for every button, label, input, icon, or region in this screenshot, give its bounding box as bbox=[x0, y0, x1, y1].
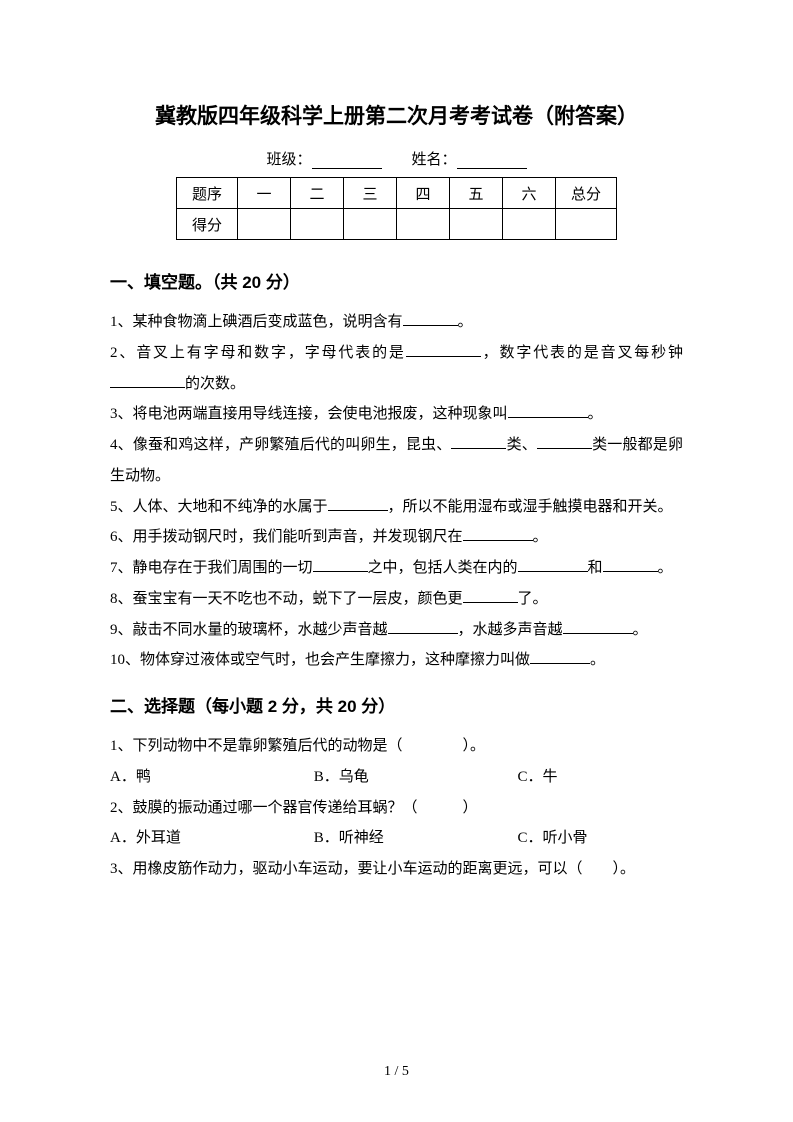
choice-q2: 2、鼓膜的振动通过哪一个器官传递给耳蜗？（ ） bbox=[110, 793, 683, 824]
fill-q2: 2、音叉上有字母和数字，字母代表的是 ，数字代表的是音叉每秒钟的次数。 bbox=[110, 338, 683, 400]
blank[interactable] bbox=[313, 557, 368, 572]
exam-page: 冀教版四年级科学上册第二次月考考试卷（附答案） 班级： 姓名： 题序 一 二 三… bbox=[0, 0, 793, 1122]
q-text: ，所以不能用湿布或湿手触摸电器和开关。 bbox=[388, 499, 673, 515]
q-text: ，水越多声音越 bbox=[458, 622, 563, 638]
choice-q2-options: A．外耳道 B．听神经 C．听小骨 bbox=[110, 823, 683, 854]
fill-q1: 1、某种食物滴上碘酒后变成蓝色，说明含有 。 bbox=[110, 307, 683, 338]
blank[interactable] bbox=[603, 557, 658, 572]
fill-q5: 5、人体、大地和不纯净的水属于 ，所以不能用湿布或湿手触摸电器和开关。 bbox=[110, 492, 683, 523]
choice-q1-options: A．鸭 B．乌龟 C．牛 bbox=[110, 762, 683, 793]
score-cell[interactable] bbox=[556, 209, 617, 240]
q-text: ，数字代表的是音叉每秒钟 bbox=[481, 345, 683, 361]
q-text: 。 bbox=[533, 529, 548, 545]
option-c[interactable]: C．牛 bbox=[518, 762, 658, 793]
section-heading-2: 二、选择题（每小题 2 分，共 20 分） bbox=[110, 692, 683, 717]
score-col: 五 bbox=[450, 178, 503, 209]
q-text: 5、人体、大地和不纯净的水属于 bbox=[110, 499, 328, 515]
q-text: 6、用手拨动钢尺时，我们能听到声音，并发现钢尺在 bbox=[110, 529, 463, 545]
score-row-head: 得分 bbox=[177, 209, 238, 240]
score-cell[interactable] bbox=[397, 209, 450, 240]
score-header: 题序 bbox=[177, 178, 238, 209]
class-blank[interactable] bbox=[312, 153, 382, 169]
fill-q9: 9、敲击不同水量的玻璃杯，水越少声音越 ，水越多声音越 。 bbox=[110, 615, 683, 646]
blank[interactable] bbox=[463, 588, 518, 603]
blank[interactable] bbox=[508, 403, 588, 418]
blank[interactable] bbox=[406, 342, 481, 357]
fill-q3: 3、将电池两端直接用导线连接，会使电池报废，这种现象叫 。 bbox=[110, 399, 683, 430]
q-text: 了。 bbox=[518, 591, 548, 607]
fill-q10: 10、物体穿过液体或空气时，也会产生摩擦力，这种摩擦力叫做 。 bbox=[110, 645, 683, 676]
name-blank[interactable] bbox=[457, 153, 527, 169]
q-text: 7、静电存在于我们周围的一切 bbox=[110, 560, 313, 576]
page-number: 1 / 5 bbox=[0, 1064, 793, 1080]
score-cell[interactable] bbox=[238, 209, 291, 240]
score-col: 三 bbox=[344, 178, 397, 209]
q-text: 8、蚕宝宝有一天不吃也不动，蜕下了一层皮，颜色更 bbox=[110, 591, 463, 607]
q-text: 10、物体穿过液体或空气时，也会产生摩擦力，这种摩擦力叫做 bbox=[110, 652, 530, 668]
student-info-line: 班级： 姓名： bbox=[110, 148, 683, 169]
table-row: 题序 一 二 三 四 五 六 总分 bbox=[177, 178, 617, 209]
name-label: 姓名： bbox=[412, 152, 457, 168]
blank[interactable] bbox=[463, 526, 533, 541]
page-title: 冀教版四年级科学上册第二次月考考试卷（附答案） bbox=[110, 100, 683, 130]
option-c[interactable]: C．听小骨 bbox=[518, 823, 658, 854]
section-heading-1: 一、填空题。（共 20 分） bbox=[110, 268, 683, 293]
blank[interactable] bbox=[537, 434, 592, 449]
blank[interactable] bbox=[403, 311, 458, 326]
fill-q4: 4、像蚕和鸡这样，产卵繁殖后代的叫卵生，昆虫、类、类一般都是卵生动物。 bbox=[110, 430, 683, 492]
q-text: 4、像蚕和鸡这样，产卵繁殖后代的叫卵生，昆虫、 bbox=[110, 437, 451, 453]
option-b[interactable]: B．乌龟 bbox=[314, 762, 514, 793]
q-text: 。 bbox=[590, 652, 605, 668]
q-text: 2、音叉上有字母和数字，字母代表的是 bbox=[110, 345, 406, 361]
table-row: 得分 bbox=[177, 209, 617, 240]
class-label: 班级： bbox=[266, 152, 311, 168]
q-text: 。 bbox=[658, 560, 673, 576]
blank[interactable] bbox=[518, 557, 588, 572]
score-total: 总分 bbox=[556, 178, 617, 209]
q-text: 9、敲击不同水量的玻璃杯，水越少声音越 bbox=[110, 622, 388, 638]
q-text: 之中，包括人类在内的 bbox=[368, 560, 518, 576]
score-table: 题序 一 二 三 四 五 六 总分 得分 bbox=[176, 177, 617, 240]
score-col: 二 bbox=[291, 178, 344, 209]
option-b[interactable]: B．听神经 bbox=[314, 823, 514, 854]
score-cell[interactable] bbox=[344, 209, 397, 240]
q-text: 的次数。 bbox=[185, 376, 245, 392]
fill-q8: 8、蚕宝宝有一天不吃也不动，蜕下了一层皮，颜色更 了。 bbox=[110, 584, 683, 615]
blank[interactable] bbox=[328, 496, 388, 511]
score-col: 一 bbox=[238, 178, 291, 209]
q-text: 类、 bbox=[506, 437, 537, 453]
score-col: 四 bbox=[397, 178, 450, 209]
score-cell[interactable] bbox=[291, 209, 344, 240]
q-text: 和 bbox=[588, 560, 603, 576]
blank[interactable] bbox=[563, 619, 633, 634]
q-text: 1、某种食物滴上碘酒后变成蓝色，说明含有 bbox=[110, 314, 403, 330]
blank[interactable] bbox=[110, 373, 185, 388]
blank[interactable] bbox=[451, 434, 506, 449]
option-a[interactable]: A．鸭 bbox=[110, 762, 310, 793]
blank[interactable] bbox=[530, 649, 590, 664]
option-a[interactable]: A．外耳道 bbox=[110, 823, 310, 854]
q-text: 。 bbox=[458, 314, 473, 330]
q-text: 。 bbox=[588, 406, 603, 422]
fill-q7: 7、静电存在于我们周围的一切 之中，包括人类在内的 和 。 bbox=[110, 553, 683, 584]
fill-q6: 6、用手拨动钢尺时，我们能听到声音，并发现钢尺在 。 bbox=[110, 522, 683, 553]
choice-q3: 3、用橡皮筋作动力，驱动小车运动，要让小车运动的距离更远，可以（ ）。 bbox=[110, 854, 683, 885]
q-text: 。 bbox=[633, 622, 648, 638]
blank[interactable] bbox=[388, 619, 458, 634]
score-col: 六 bbox=[503, 178, 556, 209]
score-cell[interactable] bbox=[503, 209, 556, 240]
q-text: 3、将电池两端直接用导线连接，会使电池报废，这种现象叫 bbox=[110, 406, 508, 422]
score-cell[interactable] bbox=[450, 209, 503, 240]
choice-q1: 1、下列动物中不是靠卵繁殖后代的动物是（ ）。 bbox=[110, 731, 683, 762]
